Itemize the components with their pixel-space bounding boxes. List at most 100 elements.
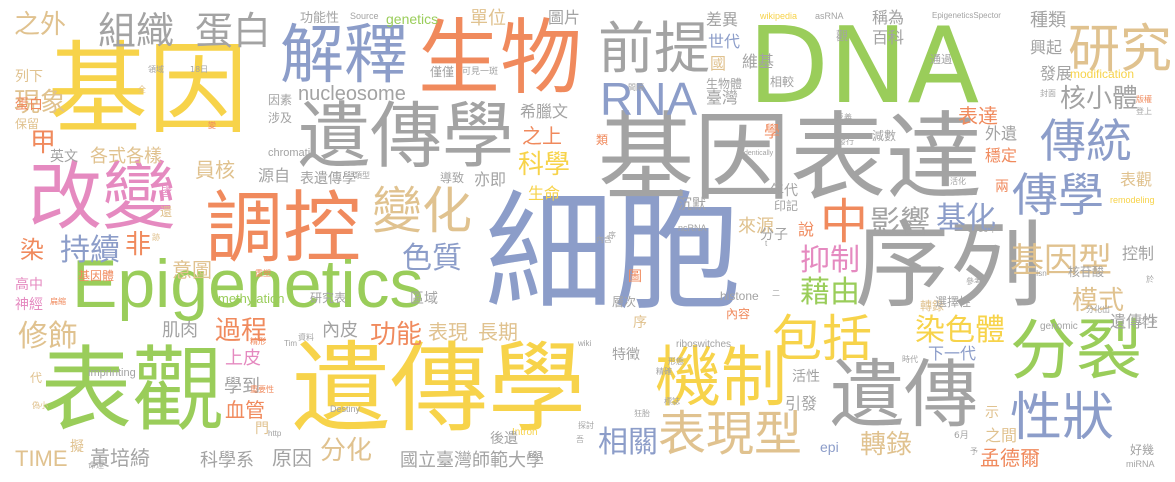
word-chuanxue: 傳學 xyxy=(1012,168,1104,222)
word-zhishang: 之上 xyxy=(522,124,562,148)
word-biaoyichuanxue: 表遺傳學 xyxy=(300,171,356,187)
word-hegansuan: 核苷酸 xyxy=(1068,265,1105,279)
word-ziliao: 資料 xyxy=(298,333,314,342)
word-zhuanlu: 轉錄 xyxy=(860,430,913,460)
word-zuzhi: 組織 xyxy=(98,9,175,53)
word-zhuanlu-2: 轉錄 xyxy=(920,299,945,313)
word-baike: 百科 xyxy=(872,28,905,47)
word-riboswitches: riboswitches xyxy=(676,339,732,350)
word-yu: 予 xyxy=(970,447,978,456)
word-danbai-small: 蛋白 xyxy=(15,97,43,113)
word-fenzi: 分子 xyxy=(760,227,788,243)
word-wiki: wiki xyxy=(578,339,592,348)
word-zhong: 中 xyxy=(820,194,869,250)
word-methylation: methylation xyxy=(218,291,285,306)
word-kexuexi: 科學系 xyxy=(200,450,254,471)
word-genomic: genomic xyxy=(1040,321,1078,332)
word-chengwei: 稱為 xyxy=(872,8,905,27)
word-zhongyaoxing: 重要性 xyxy=(250,385,274,394)
word-rna: RNA xyxy=(600,73,698,125)
word-modification: modification xyxy=(1070,67,1135,81)
word-men: 門 xyxy=(255,421,269,437)
word-mirna: miRNA xyxy=(1126,459,1155,469)
word-ncrna: ncRNA xyxy=(678,223,707,233)
word-xuanzexing: 選擇性 xyxy=(935,295,972,309)
word-yuanzi: 源自 xyxy=(258,166,291,185)
word-2010: 2010年 xyxy=(968,225,997,234)
word-org: org xyxy=(527,451,539,460)
word-shengming: 生命 xyxy=(528,184,561,203)
word-jia: 甲 xyxy=(30,128,57,158)
word-fenhuachu: 分化出 xyxy=(1086,305,1110,314)
word-shengwuti: 生物體 xyxy=(706,77,743,91)
word-xingtai: 形態 xyxy=(668,357,684,366)
word-epigeneticsspector: EpigeneticsSpector xyxy=(932,11,1001,20)
word-biansuo: 扁縮 xyxy=(50,297,66,306)
word-chayi: 差異 xyxy=(706,10,739,29)
word-18ri: 18日 xyxy=(190,65,209,74)
word-huangpeiqi: 黃培綺 xyxy=(90,446,150,470)
word-wu: 吾 xyxy=(576,435,584,444)
word-yanjiubiao: 研究表 xyxy=(310,291,347,305)
word-jihua: 基化 xyxy=(936,201,996,236)
word-isn: Isn xyxy=(1036,269,1047,278)
word-xingqi: 興起 xyxy=(1030,38,1063,57)
word-gongneng: 功能 xyxy=(370,320,423,350)
word-huan: 還 xyxy=(160,205,173,219)
word-yiji: 亦即 xyxy=(474,170,507,189)
word-nucleosome: nucleosome xyxy=(298,83,406,105)
word-imprinting: imprinting xyxy=(88,367,136,379)
word-jiyin: 基因 xyxy=(48,31,248,148)
word-quan: 全 xyxy=(138,85,146,94)
word-biaoda: 表達 xyxy=(958,104,998,128)
word-zhonglei: 種類 xyxy=(1030,10,1066,31)
word-yichuanxue-gray: 遺傳學 xyxy=(298,94,515,178)
word-fenhua: 分化 xyxy=(320,436,373,466)
word-neirong: 內容 xyxy=(726,307,751,321)
word-dna: DNA xyxy=(748,5,980,127)
word-yichuanxing: 遺傳性 xyxy=(1110,312,1159,331)
word-xu: 序 xyxy=(633,315,647,331)
word-yichuanxue-yellow: 遺傳學 xyxy=(292,332,587,446)
word-baoliu: 保留 xyxy=(15,117,40,131)
word-yizhi: 抑制 xyxy=(800,243,860,278)
word-yanjiu: 研究 xyxy=(1068,20,1173,80)
word-zhiwai: 之外 xyxy=(14,10,67,40)
word-quyu: 區域 xyxy=(410,291,438,307)
word-jieyou: 藉由 xyxy=(800,275,860,310)
word-chenmo: 沉默 xyxy=(678,197,706,213)
word-changqi: 長期 xyxy=(478,320,518,344)
word-gongnengxing: 功能性 xyxy=(300,11,340,26)
word-chongsu: 重塑 xyxy=(255,269,271,278)
word-yingxiang: 影響 xyxy=(870,205,930,240)
word-liang: 兩 xyxy=(995,179,1009,195)
word-guo: 國 xyxy=(710,54,727,73)
word-yinsu: 因素 xyxy=(268,93,293,107)
word-laiyuan: 來源 xyxy=(738,216,774,237)
word-lingyu: 領域 xyxy=(148,65,164,74)
word-guocheng: 過程 xyxy=(215,316,268,346)
word-jingxing: 精形 xyxy=(250,337,266,346)
word-wikipedia: wikipedia xyxy=(760,11,798,21)
word-yitu: 意圖 xyxy=(172,258,212,282)
word-moshi: 模式 xyxy=(1072,286,1125,316)
word-bianhua: 變化 xyxy=(372,182,472,240)
word-bian: 變 xyxy=(208,121,216,130)
word-banquan: 版權 xyxy=(1136,95,1152,104)
word-biaoxian: 表現 xyxy=(428,320,468,344)
word-shidai-small: 時代 xyxy=(902,355,918,364)
word-geshigeyang: 各式各樣 xyxy=(90,146,162,167)
word-yuanhe: 員核 xyxy=(195,158,235,182)
word-shi: 示 xyxy=(985,405,999,421)
word-dengshang: 登上 xyxy=(1136,107,1152,116)
word-jieshi: 解釋 xyxy=(280,19,408,93)
word-zhijian: 之間 xyxy=(985,426,1018,445)
word-jie: 皆 xyxy=(160,185,173,199)
word-jiange: 間隔 xyxy=(628,83,644,92)
word-yu2: 於 xyxy=(1146,275,1154,284)
word-jiyinbiaoda: 基因表達 xyxy=(598,102,982,214)
word-ran: 染 xyxy=(20,236,44,264)
word-ni: 擬 xyxy=(70,439,84,455)
word-chixu: 持續 xyxy=(60,233,120,268)
